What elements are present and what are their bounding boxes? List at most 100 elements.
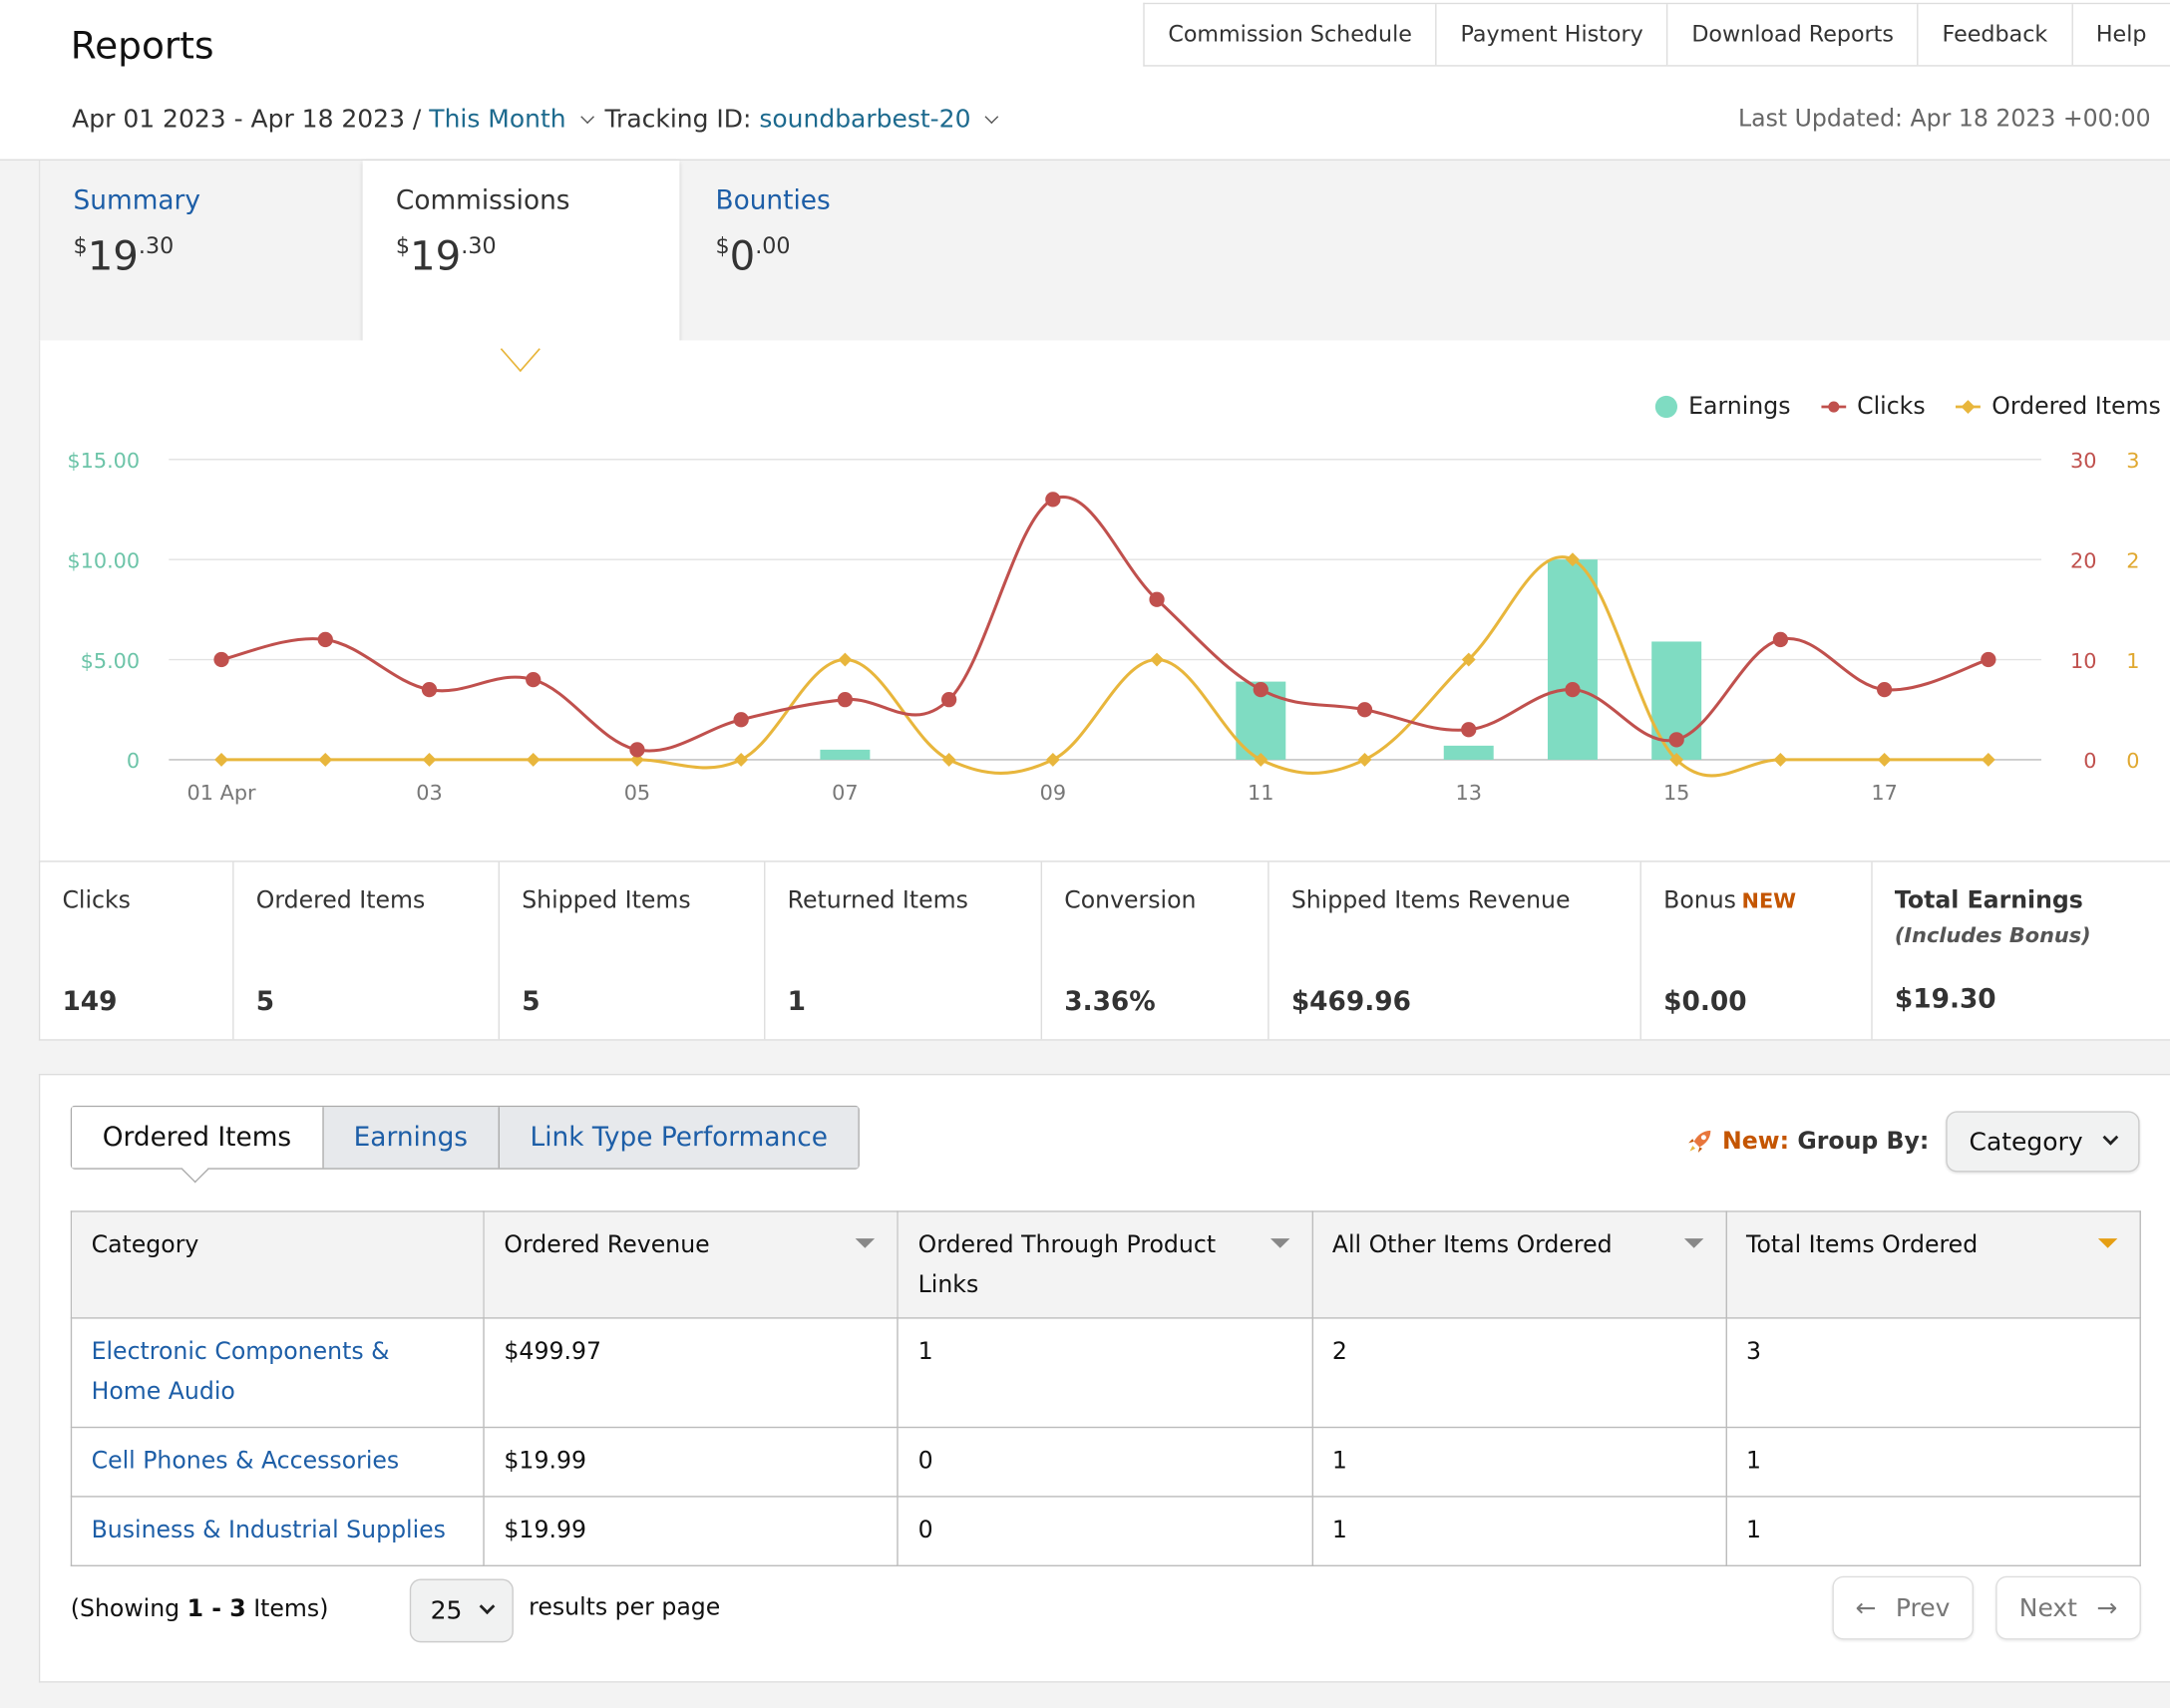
clicks-point <box>1876 682 1893 698</box>
tab-link-type-performance[interactable]: Link Type Performance <box>499 1107 859 1169</box>
nav-commission-schedule[interactable]: Commission Schedule <box>1145 4 1437 66</box>
nav-feedback[interactable]: Feedback <box>1919 4 2073 66</box>
arrow-right-icon: → <box>2096 1593 2118 1623</box>
metrics-row: Clicks 149 Ordered Items 5 Shipped Items… <box>38 860 2170 1041</box>
clicks-point <box>213 651 229 668</box>
group-by-select[interactable]: Category <box>1945 1111 2140 1173</box>
date-preset-link[interactable]: This Month <box>429 105 566 135</box>
sort-icon[interactable] <box>1269 1238 1289 1248</box>
sort-icon[interactable] <box>856 1238 876 1248</box>
tab-summary[interactable]: Summary $19.30 <box>40 161 362 340</box>
tab-bounties-label: Bounties <box>715 184 831 216</box>
sort-active-icon[interactable] <box>2097 1238 2118 1248</box>
metric-ordered-items: Ordered Items 5 <box>234 861 500 1040</box>
chart-panel <box>38 340 2170 861</box>
metric-returned-items: Returned Items 1 <box>765 861 1043 1040</box>
clicks-point <box>1772 631 1789 648</box>
x-tick-label: 13 <box>1455 781 1481 805</box>
ordered-items-point <box>214 752 228 767</box>
y-tick-right-clicks: 20 <box>2070 548 2096 572</box>
ordered-items-point <box>941 752 956 767</box>
y-tick-right-clicks: 10 <box>2070 649 2096 673</box>
x-tick-label: 11 <box>1248 781 1273 805</box>
earnings-bar <box>1443 745 1494 760</box>
metric-bonus: Bonus NEW $0.00 <box>1641 861 1873 1040</box>
clicks-point <box>421 682 438 698</box>
y-tick-left: $5.00 <box>81 649 141 673</box>
y-tick-right-clicks: 30 <box>2070 449 2096 473</box>
col-ordered-through-links[interactable]: Ordered Through Product Links <box>897 1210 1313 1319</box>
x-tick-label: 01 Apr <box>187 781 257 805</box>
category-link[interactable]: Electronic Components & Home Audio <box>91 1338 390 1407</box>
category-link[interactable]: Cell Phones & Accessories <box>91 1447 400 1476</box>
y-tick-left: 0 <box>127 749 140 773</box>
new-label: New: <box>1722 1128 1790 1156</box>
nav-help[interactable]: Help <box>2095 20 2147 48</box>
active-tab-pointer <box>500 348 541 373</box>
tracking-id-value[interactable]: soundbarbest-20 <box>759 105 971 135</box>
clicks-point <box>1981 651 1996 668</box>
y-tick-right-ordered: 1 <box>2126 649 2139 673</box>
clicks-point <box>526 671 542 688</box>
ordered-items-point <box>1981 752 1995 767</box>
arrow-left-icon: ← <box>1855 1593 1877 1623</box>
report-tabs: Ordered Items Earnings Link Type Perform… <box>70 1105 860 1170</box>
group-by-control: New: Group By: Category <box>1686 1111 2140 1173</box>
tab-ordered-items[interactable]: Ordered Items <box>72 1107 324 1169</box>
chevron-down-icon <box>2102 1129 2119 1146</box>
tracking-id-selector[interactable]: Tracking ID: soundbarbest-20 <box>604 105 999 135</box>
nav-payment-history[interactable]: Payment History <box>1437 4 1668 66</box>
legend-clicks-swatch <box>1821 401 1847 413</box>
report-header: Reports Commission Schedule Payment Hist… <box>0 0 2170 161</box>
legend-ordered-items[interactable]: Ordered Items <box>1956 393 2161 421</box>
legend-earnings-swatch <box>1654 395 1678 419</box>
x-tick-label: 03 <box>416 781 442 805</box>
legend-earnings[interactable]: Earnings <box>1654 393 1791 421</box>
clicks-point <box>837 692 854 708</box>
category-link[interactable]: Business & Industrial Supplies <box>91 1517 446 1544</box>
earnings-bar <box>1547 559 1598 760</box>
metric-shipped-revenue: Shipped Items Revenue $469.96 <box>1269 861 1641 1040</box>
ordered-items-point <box>1877 752 1892 767</box>
x-tick-label: 17 <box>1871 781 1897 805</box>
y-tick-right-ordered: 3 <box>2126 449 2139 473</box>
tab-bounties[interactable]: Bounties $0.00 <box>682 161 999 340</box>
per-page-label: results per page <box>529 1593 721 1622</box>
date-range-selector[interactable]: Apr 01 2023 - Apr 18 2023 / This Month <box>72 105 594 135</box>
tracking-label: Tracking ID: <box>604 105 752 135</box>
table-row: Cell Phones & Accessories $19.99 0 1 1 <box>70 1426 2141 1498</box>
ordered-items-point <box>1045 752 1060 767</box>
tab-commissions[interactable]: Commissions $19.30 <box>362 160 680 352</box>
next-button[interactable]: Next → <box>1995 1575 2141 1640</box>
page-title: Reports <box>70 24 214 69</box>
prev-button[interactable]: ← Prev <box>1831 1575 1974 1640</box>
clicks-point <box>1045 492 1061 508</box>
date-range-text: Apr 01 2023 - Apr 18 2023 / <box>72 105 422 135</box>
clicks-line <box>220 496 1989 753</box>
report-table-panel: Ordered Items Earnings Link Type Perform… <box>38 1073 2170 1683</box>
tab-summary-amount: $19.30 <box>73 232 175 280</box>
per-page-select[interactable]: 25 <box>409 1578 514 1643</box>
tab-bounties-amount: $0.00 <box>715 232 791 280</box>
table-header-row: Category Ordered Revenue Ordered Through… <box>70 1210 2141 1319</box>
tab-summary-label: Summary <box>73 184 200 216</box>
nav-download-reports[interactable]: Download Reports <box>1668 4 1919 66</box>
metric-clicks: Clicks 149 <box>40 861 234 1040</box>
x-tick-label: 09 <box>1040 781 1066 805</box>
sort-icon[interactable] <box>1683 1238 1704 1248</box>
table-footer: (Showing 1 - 3 Items) 25 results per pag… <box>71 1575 2141 1645</box>
col-total-items[interactable]: Total Items Ordered <box>1725 1210 2141 1319</box>
y-tick-right-clicks: 0 <box>2083 749 2096 773</box>
ordered-items-table: Category Ordered Revenue Ordered Through… <box>70 1210 2141 1566</box>
performance-chart: 0 $5.00 $10.00 $15.00 0 10 20 30 0 1 2 3 01 Apr 03 05 0… <box>67 348 2140 805</box>
tab-earnings[interactable]: Earnings <box>323 1107 500 1169</box>
x-tick-label: 05 <box>624 781 650 805</box>
legend-clicks[interactable]: Clicks <box>1821 393 1926 421</box>
y-tick-right-ordered: 2 <box>2126 548 2139 572</box>
rocket-icon <box>1688 1130 1711 1154</box>
col-ordered-revenue[interactable]: Ordered Revenue <box>483 1210 900 1319</box>
col-all-other-items[interactable]: All Other Items Ordered <box>1311 1210 1727 1319</box>
summary-tabs: Summary $19.30 Commissions $19.30 Bounti… <box>38 160 2170 352</box>
ordered-items-point <box>318 752 333 767</box>
ordered-items-point <box>526 752 541 767</box>
